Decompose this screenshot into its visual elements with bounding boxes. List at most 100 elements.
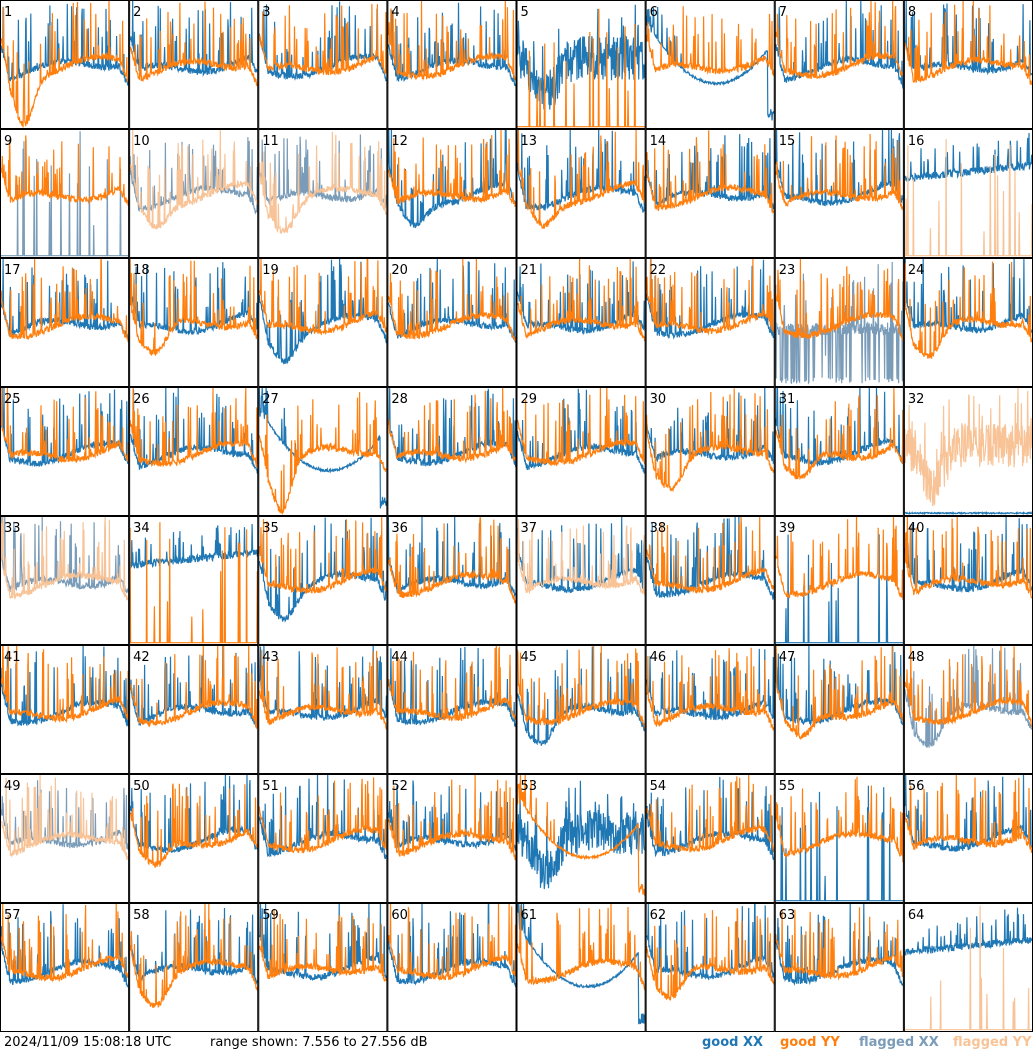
footer-bar: 2024/11/09 15:08:18 UTC range shown: 7.5… [0,1032,1033,1053]
yy-trace-58 [129,903,258,1009]
antenna-panel-24: 24 [903,258,1033,387]
panel-border-14 [645,129,775,258]
panel-label-26: 26 [133,392,150,407]
antenna-panel-62: 62 [645,903,775,1032]
xx-trace-32 [904,510,1033,516]
yy-trace-12 [387,129,517,207]
antenna-panel-29: 29 [516,387,646,516]
legend-good-xx: good XX [702,1035,764,1050]
yy-trace-38 [646,516,775,595]
panel-label-24: 24 [908,263,925,278]
panel-border-31 [774,387,904,516]
antenna-panel-61: 61 [516,903,646,1032]
antenna-panel-34: 34 [129,516,259,645]
antenna-panel-18: 18 [129,258,259,387]
panel-label-36: 36 [391,521,408,536]
panel-border-49 [0,774,130,903]
yy-trace-44 [387,645,517,722]
yy-trace-55 [775,776,904,863]
panel-border-52 [387,774,517,903]
panel-label-2: 2 [133,5,141,20]
antenna-panel-7: 7 [774,0,904,129]
antenna-panel-16: 16 [903,129,1033,258]
yy-trace-28 [387,387,517,464]
panel-border-50 [129,774,259,903]
panel-border-17 [0,258,130,387]
panel-border-54 [645,774,775,903]
panel-border-12 [387,129,517,258]
panel-border-5 [516,0,646,129]
panel-border-23 [774,258,904,387]
panel-border-6 [645,0,775,129]
yy-trace-3 [258,3,387,76]
yy-trace-64 [904,905,1032,1031]
yy-trace-23 [775,258,904,341]
xx-trace-7 [775,0,904,89]
panel-border-55 [774,774,904,903]
antenna-panel-64: 64 [903,903,1033,1032]
yy-trace-53 [516,774,646,896]
antenna-panel-55: 55 [774,774,904,903]
yy-trace-27 [258,392,387,516]
antenna-panel-14: 14 [645,129,775,258]
yy-trace-15 [775,133,904,211]
xx-trace-38 [646,516,775,600]
xx-trace-13 [516,129,646,213]
antenna-panel-50: 50 [129,774,259,903]
antenna-panel-22: 22 [645,258,775,387]
yy-trace-21 [516,258,646,342]
panel-label-21: 21 [521,263,538,278]
yy-trace-29 [516,387,646,467]
xx-trace-1 [0,3,129,86]
yy-trace-6 [646,6,775,77]
yy-trace-24 [904,261,1033,359]
antenna-panel-59: 59 [258,903,388,1032]
yy-trace-10 [129,129,258,230]
panel-label-38: 38 [650,521,667,536]
panel-label-63: 63 [779,908,796,923]
panel-label-18: 18 [133,263,150,278]
panel-border-33 [0,516,130,645]
antenna-panel-17: 17 [0,258,130,387]
xx-trace-18 [129,262,258,336]
panel-label-6: 6 [650,5,658,20]
xx-trace-12 [387,129,517,229]
antenna-panel-23: 23 [774,258,904,387]
panel-label-17: 17 [4,263,21,278]
panel-label-5: 5 [521,5,529,20]
antenna-panel-36: 36 [387,516,517,645]
yy-trace-36 [387,516,517,604]
panel-border-20 [387,258,517,387]
panel-label-61: 61 [521,908,538,923]
antenna-panel-6: 6 [645,0,775,129]
panel-label-44: 44 [391,650,408,665]
yy-trace-16 [904,138,1033,257]
panel-label-42: 42 [133,650,150,665]
yy-trace-59 [258,909,387,982]
legend-good-yy: good YY [780,1035,840,1050]
antenna-panel-47: 47 [774,645,904,774]
panel-border-29 [516,387,646,516]
yy-trace-4 [387,0,516,81]
panel-label-31: 31 [779,392,796,407]
yy-trace-9 [0,135,129,206]
yy-trace-40 [904,516,1033,599]
yy-trace-17 [0,258,129,343]
panel-border-41 [0,645,130,774]
yy-trace-56 [904,774,1033,853]
legend-flagged-yy: flagged YY [953,1035,1032,1050]
panel-border-25 [0,387,130,516]
panel-border-2 [129,0,259,129]
yy-trace-50 [129,783,258,868]
antenna-panel-39: 39 [774,516,904,645]
yy-trace-14 [646,130,775,215]
antenna-panel-51: 51 [258,774,388,903]
panel-label-9: 9 [4,134,12,149]
panel-label-20: 20 [391,263,408,278]
antenna-panel-42: 42 [129,645,259,774]
xx-trace-48 [904,645,1033,749]
antenna-panel-5: 5 [516,0,646,129]
antenna-panel-44: 44 [387,645,517,774]
xx-trace-25 [0,387,129,468]
antenna-panel-43: 43 [258,645,388,774]
